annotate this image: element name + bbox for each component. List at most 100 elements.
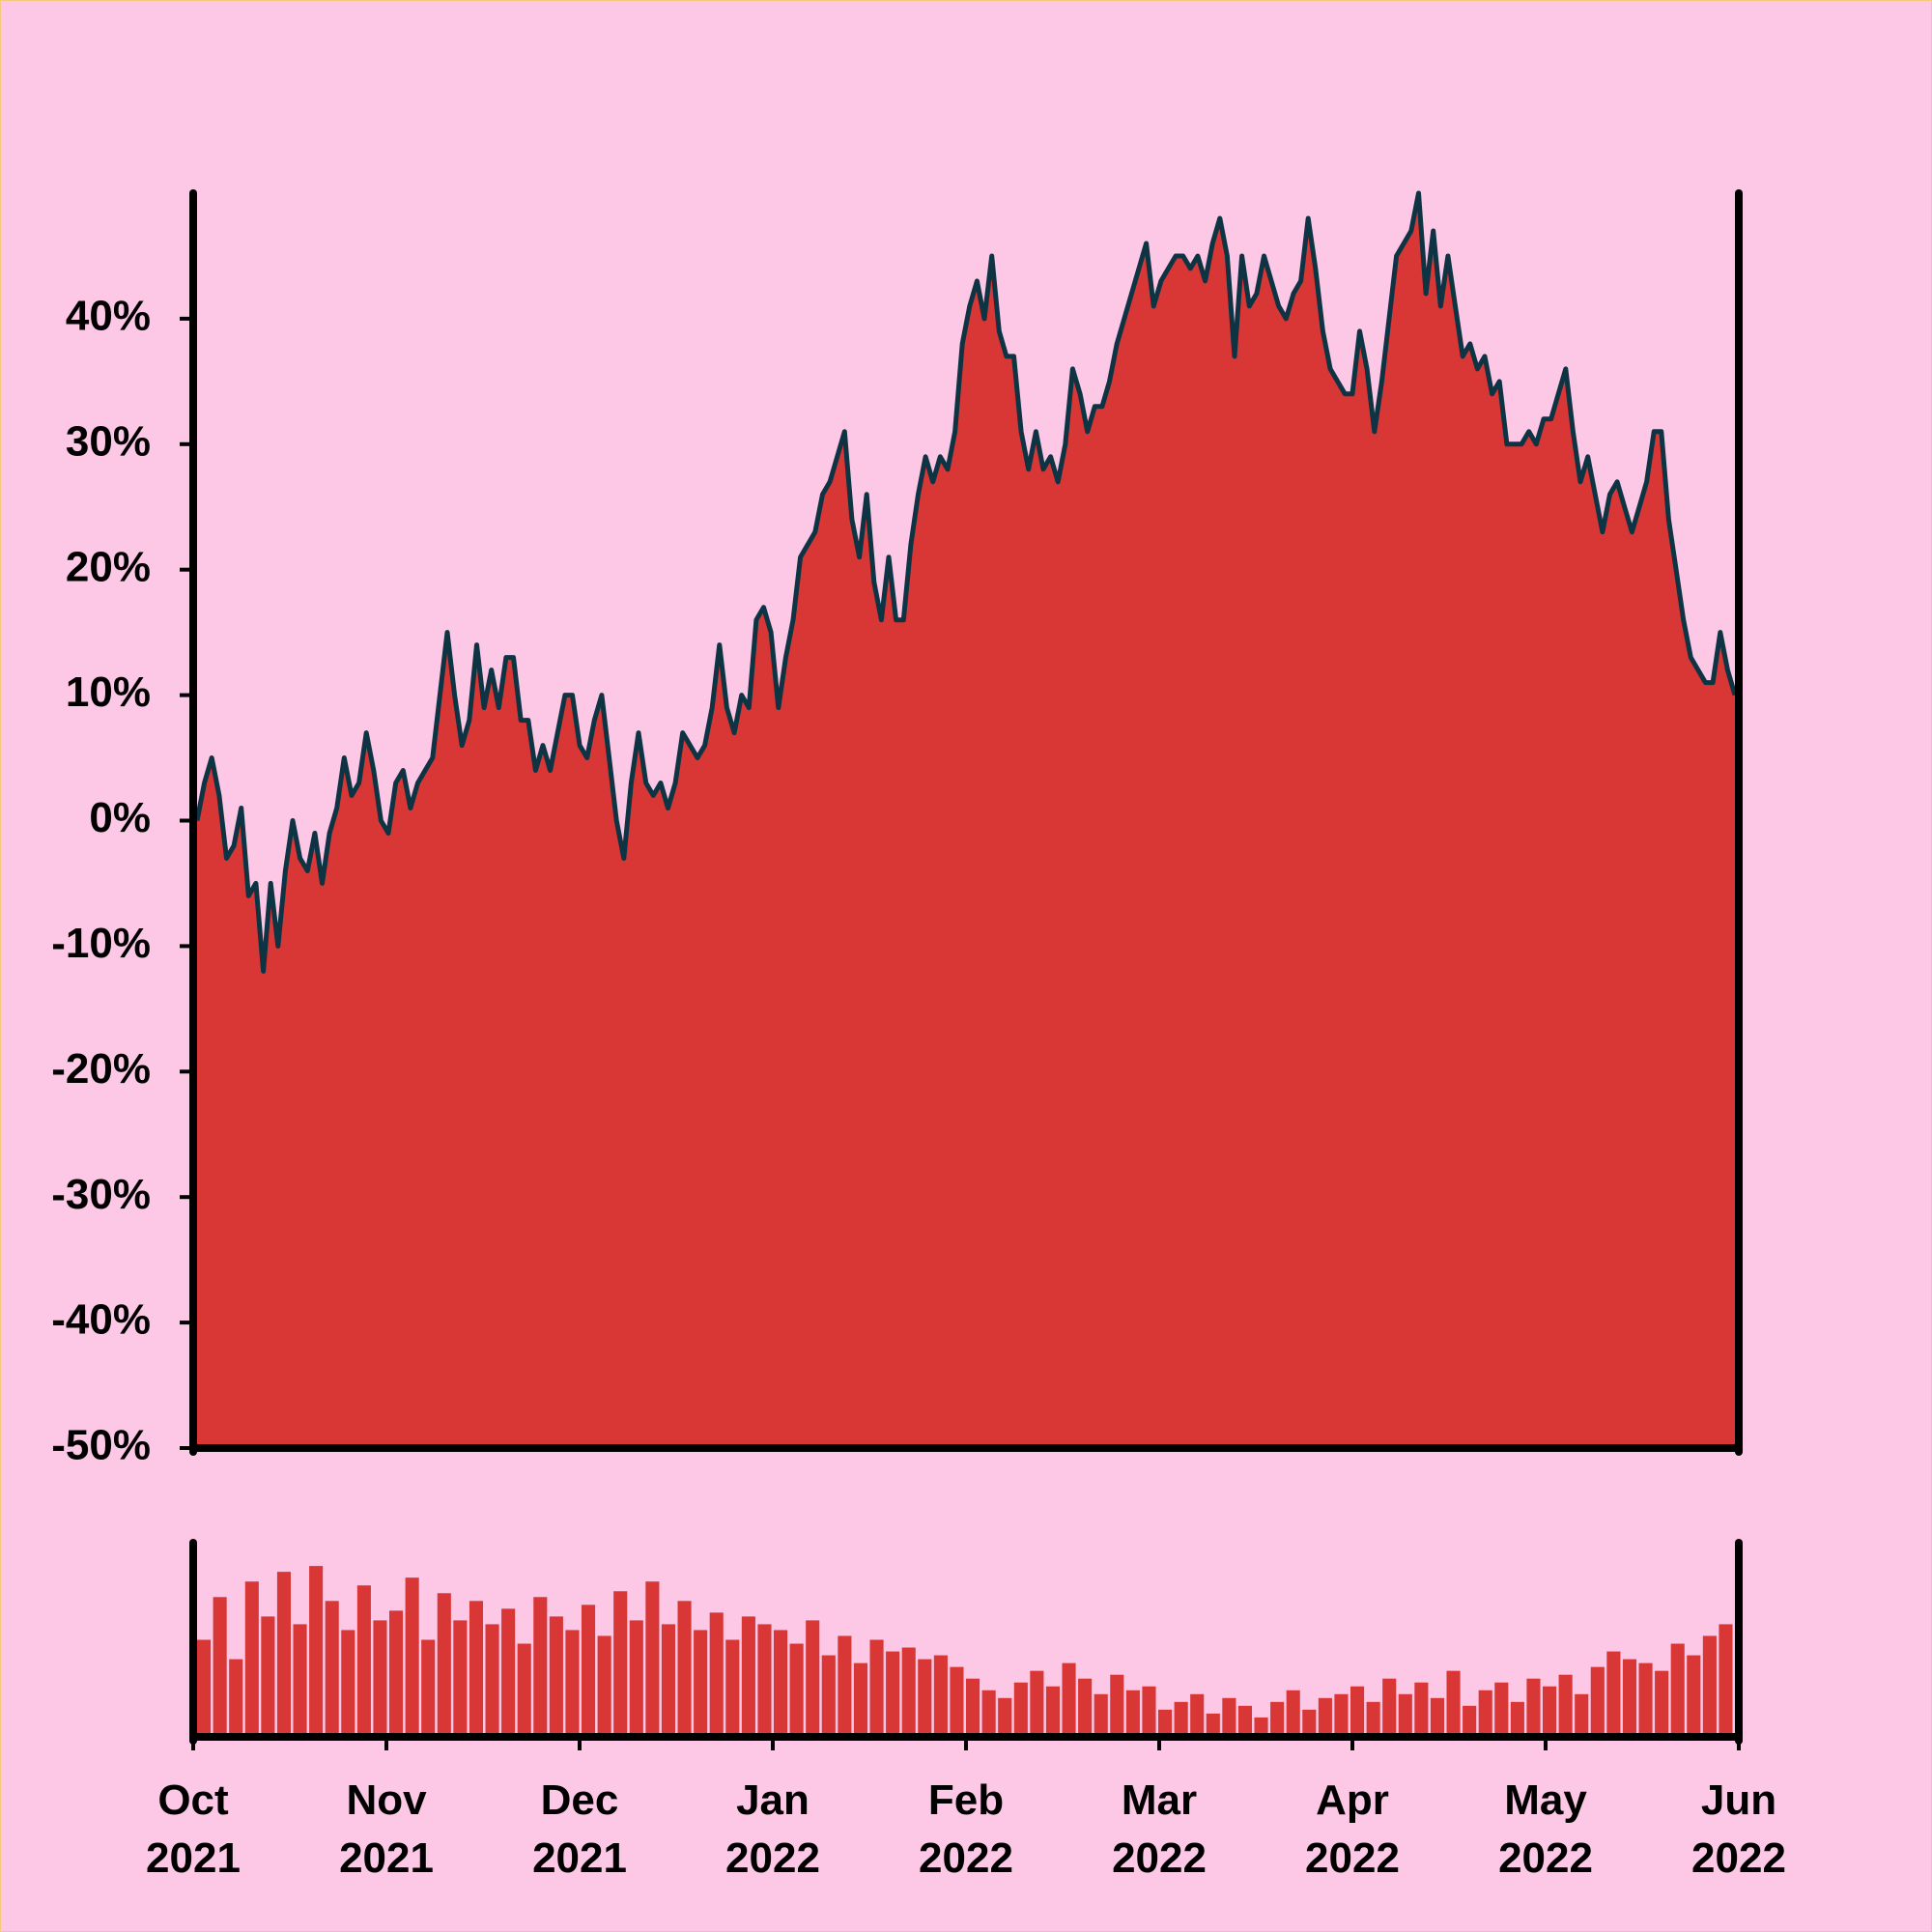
volume-bar: [741, 1616, 755, 1737]
volume-bar: [405, 1577, 419, 1737]
volume-bar: [613, 1591, 628, 1737]
volume-bar: [1382, 1678, 1397, 1737]
volume-bar: [276, 1572, 292, 1737]
volume-bar: [565, 1630, 580, 1737]
volume-bar: [1206, 1713, 1220, 1737]
volume-bar: [886, 1651, 900, 1737]
y-tick-label: 30%: [66, 417, 151, 465]
volume-bar: [1478, 1690, 1492, 1737]
volume-bar: [629, 1620, 643, 1737]
volume-bar: [869, 1639, 884, 1737]
volume-bar: [677, 1601, 692, 1737]
volume-bar: [1638, 1662, 1653, 1737]
volume-bar: [1398, 1693, 1412, 1737]
volume-bar: [1606, 1651, 1621, 1737]
volume-bar: [1526, 1678, 1541, 1737]
volume-bar: [1125, 1690, 1140, 1737]
volume-bar: [244, 1581, 259, 1737]
x-tick-label: Mar 2022: [1112, 1776, 1207, 1882]
volume-bar: [1142, 1686, 1156, 1737]
volume-bar: [373, 1620, 387, 1737]
volume-bar: [1670, 1643, 1685, 1737]
volume-bar: [901, 1647, 916, 1737]
volume-bar: [501, 1608, 516, 1737]
volume-bar: [1302, 1709, 1317, 1737]
volume-bar: [437, 1593, 451, 1737]
volume-bar: [1510, 1701, 1524, 1737]
volume-bar: [1463, 1705, 1477, 1737]
volume-bar: [950, 1666, 964, 1737]
y-tick-label: -50%: [51, 1422, 151, 1469]
volume-bar: [469, 1601, 484, 1737]
volume-bar: [1013, 1682, 1028, 1737]
volume-bar: [213, 1597, 227, 1737]
volume-bar: [1655, 1670, 1669, 1737]
x-tick-label: Oct 2021: [146, 1776, 241, 1882]
volume-bar: [1078, 1678, 1093, 1737]
volume-bar: [1687, 1655, 1701, 1737]
volume-bar: [1575, 1693, 1589, 1737]
volume-bar: [1030, 1670, 1044, 1737]
y-tick-label: 20%: [66, 543, 151, 590]
volume-bar: [981, 1690, 996, 1737]
volume-bar: [1719, 1624, 1733, 1737]
volume-bar: [597, 1635, 611, 1737]
volume-bar: [709, 1612, 724, 1737]
volume-bar: [1270, 1701, 1285, 1737]
y-tick-label: -30%: [51, 1171, 151, 1218]
volume-bar: [197, 1639, 212, 1737]
volume-bar: [1702, 1635, 1717, 1737]
volume-bar: [1158, 1709, 1173, 1737]
volume-bar: [533, 1597, 548, 1737]
volume-bar: [853, 1662, 868, 1737]
volume-bar: [1286, 1690, 1300, 1737]
volume-bar: [1414, 1682, 1429, 1737]
volume-bar: [549, 1616, 563, 1737]
volume-bar: [1446, 1670, 1461, 1737]
y-tick-label: -10%: [51, 920, 151, 967]
volume-bar: [261, 1616, 275, 1737]
volume-bar: [389, 1610, 404, 1737]
volume-bar: [1222, 1697, 1236, 1737]
y-tick-label: 10%: [66, 668, 151, 716]
volume-bar: [229, 1659, 243, 1737]
volume-bar: [1543, 1686, 1557, 1737]
volume-bar: [806, 1620, 820, 1737]
volume-bar: [517, 1643, 531, 1737]
x-tick-label: Apr 2022: [1305, 1776, 1400, 1882]
volume-bar: [694, 1630, 708, 1737]
volume-bar: [485, 1624, 499, 1737]
volume-bar: [1334, 1693, 1349, 1737]
y-tick-label: 0%: [89, 794, 151, 841]
area: [197, 193, 1735, 1448]
volume-bar: [1062, 1662, 1076, 1737]
volume-bar: [1254, 1717, 1268, 1737]
volume-bar: [645, 1581, 660, 1737]
x-tick-label: Jun 2022: [1691, 1776, 1786, 1882]
x-tick-label: Feb 2022: [919, 1776, 1013, 1882]
volume-bar: [838, 1635, 852, 1737]
volume-bar: [453, 1620, 468, 1737]
volume-bar: [1366, 1701, 1380, 1737]
volume-bar: [661, 1624, 676, 1737]
x-tick-label: May 2022: [1498, 1776, 1593, 1882]
volume-bar: [1494, 1682, 1509, 1737]
volume-bar: [1622, 1659, 1637, 1737]
volume-bar: [1237, 1705, 1253, 1737]
volume-bar: [1094, 1693, 1108, 1737]
volume-bar: [1558, 1674, 1573, 1737]
volume-bar: [1110, 1674, 1124, 1737]
volume-bar: [1318, 1697, 1332, 1737]
volume-bar: [789, 1643, 804, 1737]
x-tick-label: Jan 2022: [725, 1776, 820, 1882]
volume-bar: [966, 1678, 980, 1737]
volume-bar: [582, 1605, 596, 1737]
volume-bar: [1590, 1666, 1605, 1737]
volume-bar: [1430, 1697, 1445, 1737]
y-tick-label: -40%: [51, 1296, 151, 1344]
volume-bar: [918, 1659, 932, 1737]
volume-bar: [421, 1639, 436, 1737]
line: [194, 190, 1738, 974]
